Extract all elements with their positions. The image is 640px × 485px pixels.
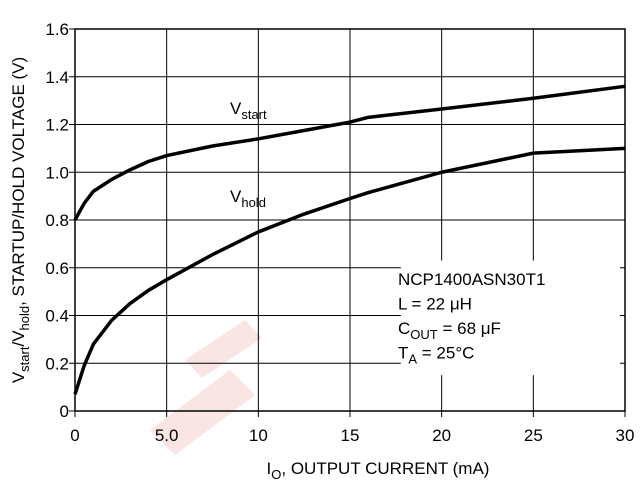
x-tick-label: 25 [524,426,543,445]
y-tick-label: 0 [60,402,69,421]
y-axis-label-part: hold [17,306,32,331]
x-axis-label-part: O [271,467,281,482]
x-tick-label: 0 [70,426,79,445]
series-label: Vhold [230,187,266,210]
x-tick-label: 15 [341,426,360,445]
annotation-background [400,260,620,376]
y-axis-label-part: , STARTUP/HOLD VOLTAGE (V) [9,57,28,306]
annotation-line-part: = 25°C [417,344,474,363]
x-axis-label: IO, OUTPUT CURRENT (mA) [267,459,490,482]
series-line [73,146,626,395]
annotation-line: TA = 25°C [398,344,474,367]
x-axis-label-part: , OUTPUT CURRENT (mA) [281,459,489,478]
annotation-line-part: T [398,344,408,363]
series-label-part: start [241,107,267,122]
annotation-line-part: A [408,352,417,367]
y-tick-label: 1.2 [45,116,69,135]
annotation-line-part: L = 22 μH [398,295,472,314]
series-line [73,84,626,221]
y-tick-label: 1.6 [45,20,69,39]
annotation-line: NCP1400ASN30T1 [398,270,545,289]
y-axis-label-part: /V [9,330,28,347]
series-label-part: V [230,99,242,118]
y-tick-label: 1.4 [45,68,69,87]
annotation-line: L = 22 μH [398,295,472,314]
annotation-line-part: OUT [410,327,438,342]
x-tick-label: 30 [616,426,635,445]
y-axis-label-part: V [9,371,28,383]
x-tick-label: 10 [249,426,268,445]
y-tick-label: 1.0 [45,163,69,182]
x-tick-label: 5.0 [155,426,179,445]
series-label-part: hold [241,195,266,210]
y-tick-label: 0.4 [45,307,69,326]
y-axis-label: Vstart/Vhold, STARTUP/HOLD VOLTAGE (V) [9,57,32,383]
annotation-line-part: NCP1400ASN30T1 [398,270,545,289]
y-tick-label: 0.8 [45,211,69,230]
annotation-line-part: = 68 μF [438,319,501,338]
annotation-line: COUT = 68 μF [398,319,501,342]
series-label: Vstart [230,99,267,122]
x-tick-label: 20 [432,426,451,445]
series-label-part: V [230,187,242,206]
y-tick-label: 0.2 [45,354,69,373]
annotation-line-part: C [398,319,410,338]
x-axis-label-part: I [267,459,272,478]
y-tick-label: 0.6 [45,259,69,278]
y-axis-label-part: start [17,346,32,372]
